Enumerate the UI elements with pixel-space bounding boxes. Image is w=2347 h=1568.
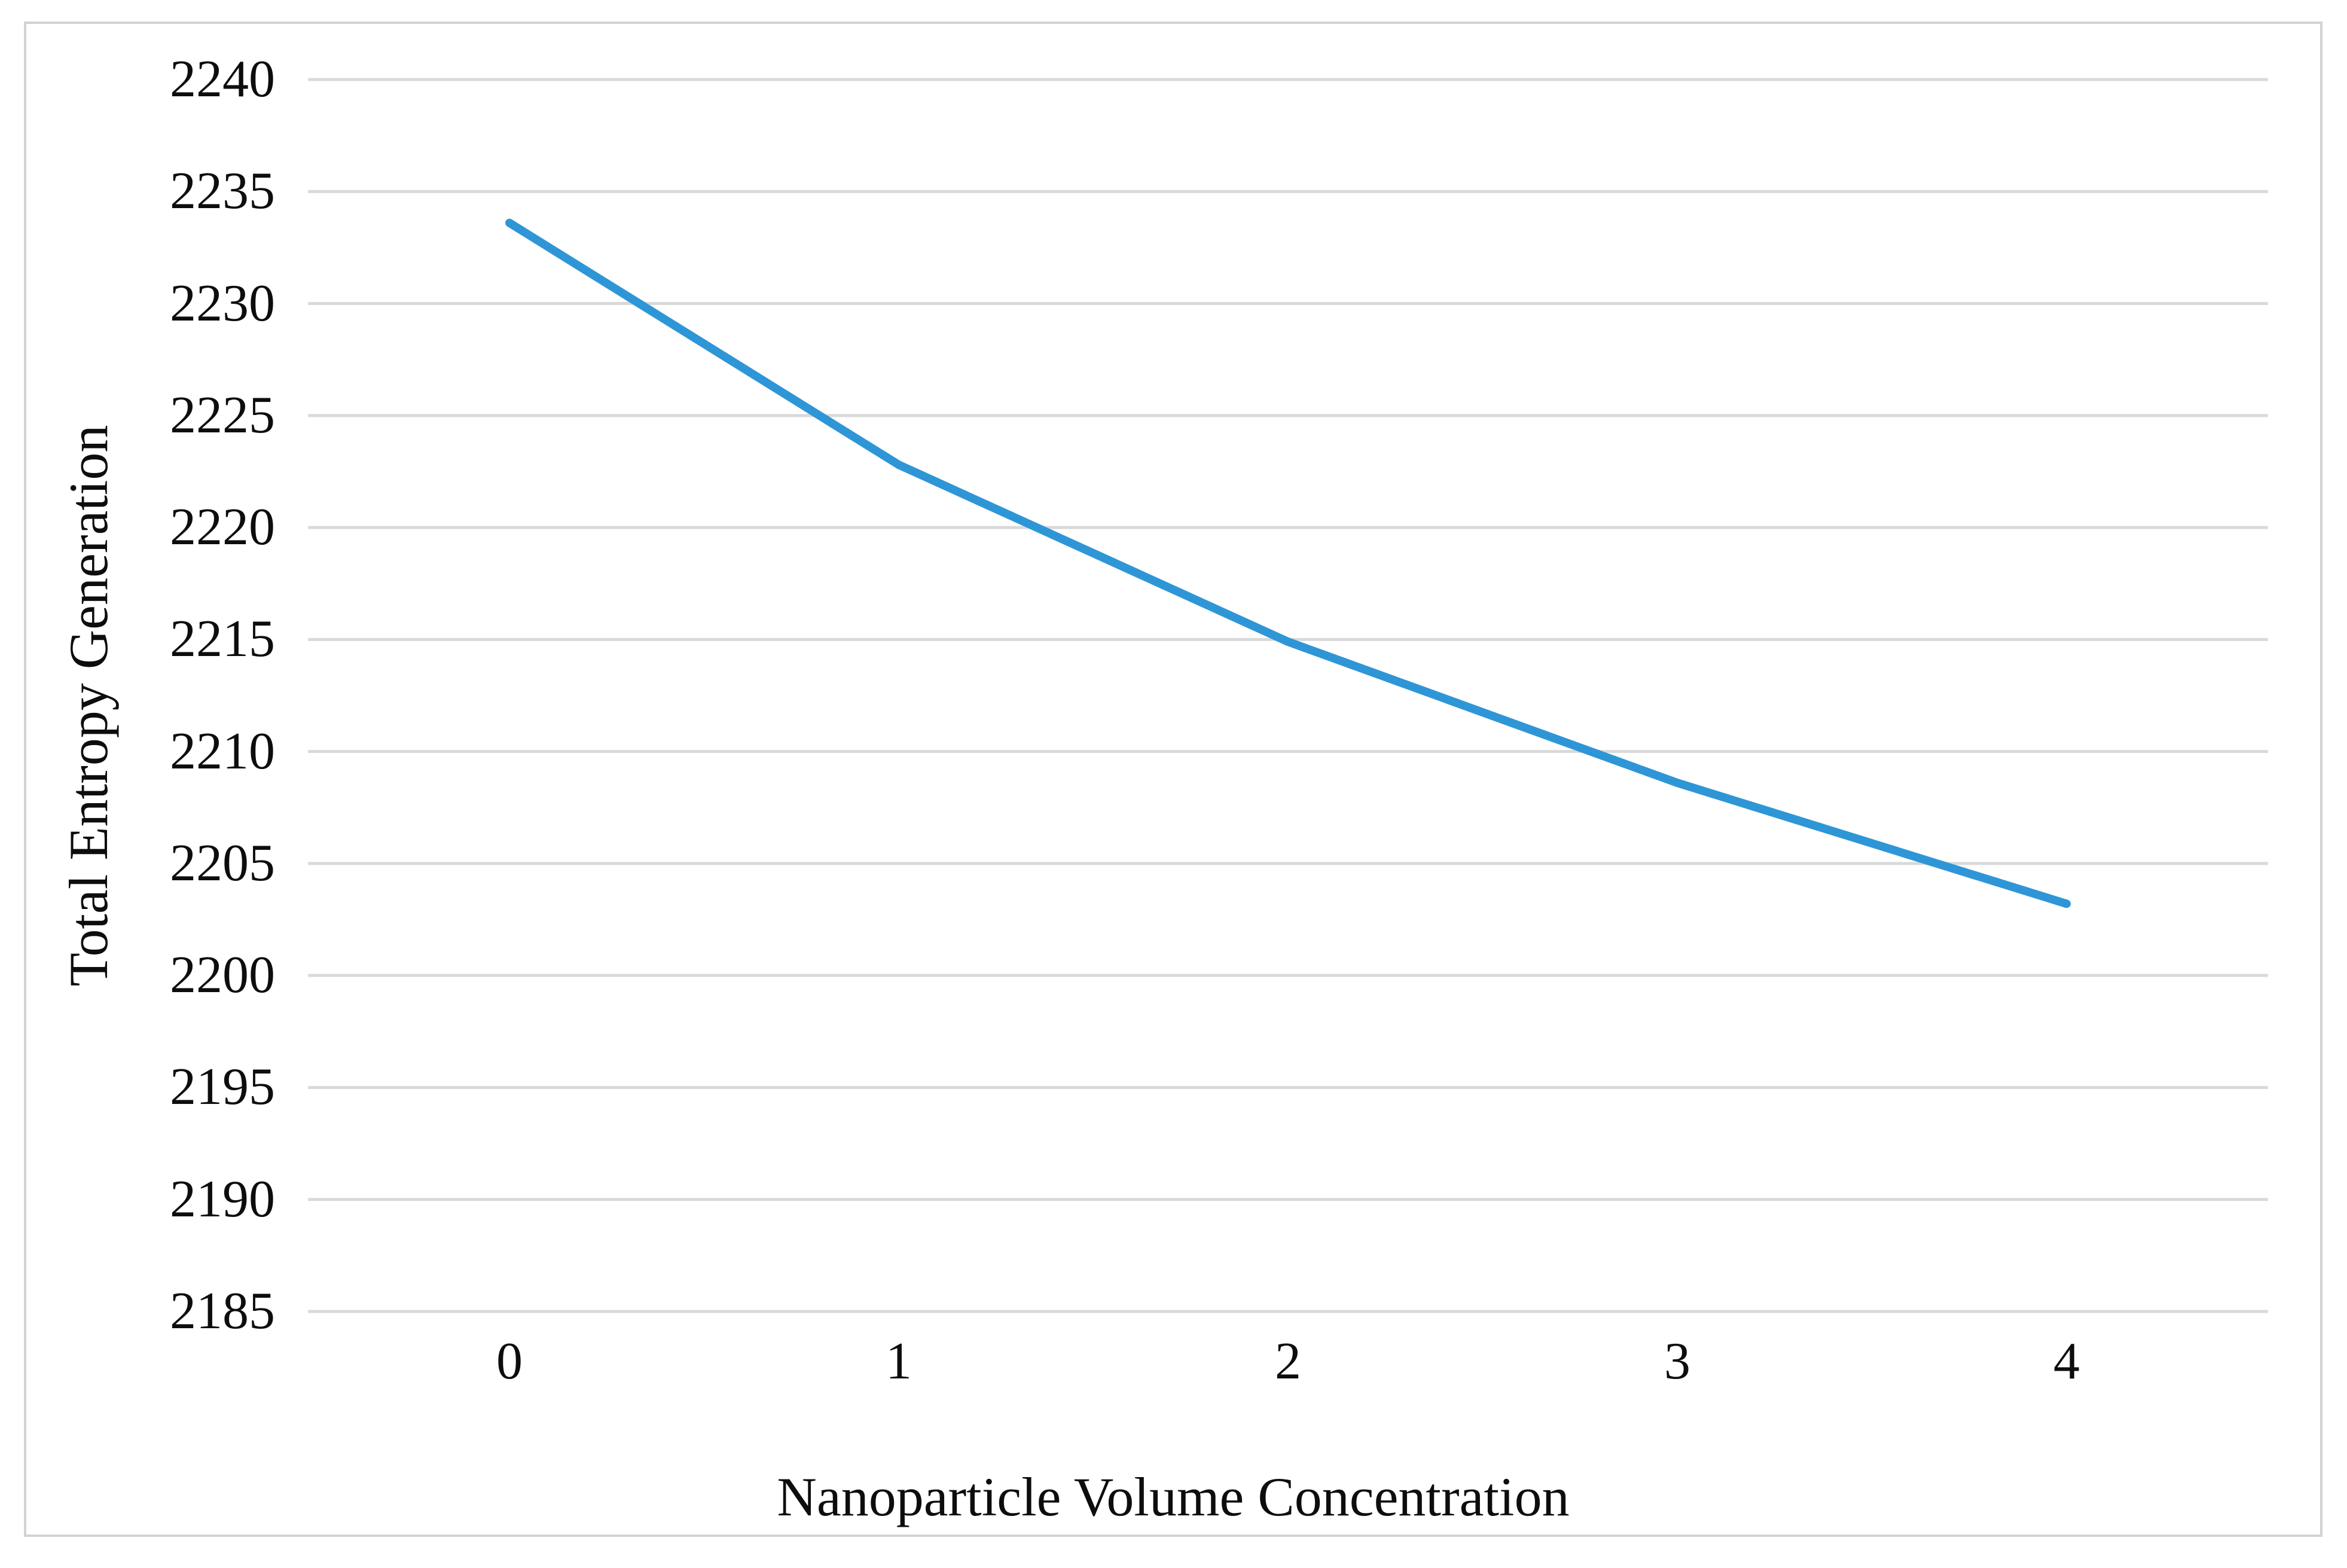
y-tick-label: 2215	[170, 610, 275, 669]
y-tick-label: 2225	[170, 386, 275, 444]
y-tick-label: 2240	[170, 50, 275, 108]
x-tick-label: 1	[886, 1332, 912, 1390]
y-tick-label: 2200	[170, 946, 275, 1005]
y-tick-label: 2205	[170, 834, 275, 892]
y-tick-label: 2195	[170, 1058, 275, 1116]
x-tick-label: 2	[1275, 1332, 1301, 1390]
x-tick-label: 4	[2053, 1332, 2080, 1390]
series-line	[505, 218, 2071, 908]
plot-area	[308, 78, 2268, 1313]
y-tick-label: 2220	[170, 498, 275, 557]
y-tick-label: 2185	[170, 1282, 275, 1340]
y-tick-label: 2235	[170, 162, 275, 221]
x-tick-label: 3	[1664, 1332, 1690, 1390]
figure-border	[24, 22, 2322, 1537]
x-tick-label: 0	[496, 1332, 523, 1390]
x-axis-title: Nanoparticle Volume Concentration	[777, 1466, 1570, 1527]
y-tick-label: 2190	[170, 1170, 275, 1228]
y-tick-label: 2210	[170, 722, 275, 780]
y-tick-label: 2230	[170, 274, 275, 332]
